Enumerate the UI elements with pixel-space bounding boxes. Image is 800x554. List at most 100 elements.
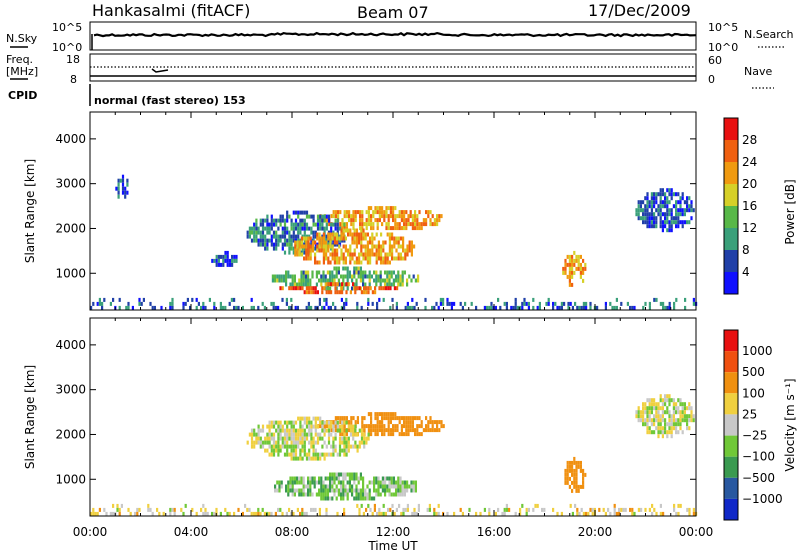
data-cell — [365, 286, 368, 291]
data-cell — [264, 440, 267, 445]
power-y-label: Slant Range [km] — [23, 159, 37, 263]
data-cell — [644, 216, 647, 221]
data-cell — [429, 210, 432, 215]
data-cell — [344, 472, 347, 477]
data-cell — [333, 236, 336, 241]
data-cell — [378, 424, 381, 429]
data-cell — [300, 270, 303, 275]
data-cell — [314, 230, 317, 235]
data-cell — [322, 232, 325, 237]
data-cell — [538, 305, 541, 310]
data-cell — [351, 488, 354, 493]
data-cell — [290, 226, 293, 231]
data-cell — [327, 290, 330, 295]
data-cell — [651, 503, 654, 508]
data-cell — [679, 422, 682, 427]
data-cell — [337, 278, 340, 283]
data-cell — [304, 278, 307, 283]
data-cell — [343, 432, 346, 437]
data-cell — [661, 220, 664, 225]
colorbar-segment — [724, 250, 738, 272]
data-cell — [358, 286, 361, 291]
data-cell — [343, 511, 346, 516]
data-cell — [355, 476, 358, 481]
data-cell — [319, 424, 322, 429]
data-cell — [429, 416, 432, 421]
data-cell — [294, 428, 298, 433]
data-cell — [358, 507, 361, 512]
data-cell — [368, 270, 371, 275]
data-cell — [664, 192, 667, 197]
colorbar-tick-label: 25 — [742, 407, 757, 421]
data-cell — [666, 220, 669, 225]
data-cell — [442, 297, 445, 302]
data-cell — [337, 270, 340, 275]
data-cell — [324, 476, 327, 481]
data-cell — [363, 416, 366, 421]
data-cell — [383, 218, 386, 223]
data-cell — [228, 258, 231, 263]
data-cell — [171, 301, 174, 306]
data-cell — [399, 492, 402, 497]
data-cell — [659, 196, 662, 201]
data-cell — [292, 250, 295, 255]
data-cell — [369, 236, 372, 241]
data-cell — [121, 186, 125, 191]
data-cell — [677, 192, 680, 197]
data-cell — [173, 511, 176, 516]
data-cell — [285, 484, 288, 489]
data-cell — [377, 492, 380, 497]
data-cell — [681, 406, 684, 411]
data-cell — [409, 424, 412, 429]
data-cell — [325, 507, 328, 512]
data-cell — [439, 301, 442, 306]
data-cell — [370, 214, 373, 219]
data-cell — [357, 274, 360, 279]
data-cell — [226, 250, 229, 255]
data-cell — [646, 192, 649, 197]
data-cell — [403, 226, 406, 231]
data-cell — [277, 242, 280, 247]
data-cell — [353, 236, 356, 241]
data-cell — [385, 286, 388, 291]
data-cell — [364, 282, 367, 287]
data-cell — [248, 230, 251, 235]
data-cell — [312, 440, 315, 445]
data-cell — [604, 511, 607, 516]
data-cell — [386, 256, 389, 261]
data-cell — [266, 242, 269, 247]
data-cell — [579, 270, 582, 275]
data-cell — [668, 410, 671, 415]
data-cell — [657, 418, 660, 423]
data-cell — [340, 488, 343, 493]
nsky-trace — [93, 31, 697, 38]
data-cell — [241, 511, 244, 516]
data-cell — [319, 218, 322, 223]
data-cell — [389, 214, 392, 219]
data-cell — [375, 252, 378, 257]
data-cell — [320, 496, 323, 501]
colorbar-tick-label: −100 — [742, 450, 775, 464]
data-cell — [290, 448, 293, 453]
data-cell — [319, 416, 322, 421]
data-cell — [338, 236, 341, 241]
data-cell — [296, 240, 299, 245]
data-cell — [252, 511, 255, 516]
data-cell — [677, 422, 680, 427]
data-cell — [322, 252, 325, 257]
data-cell — [389, 206, 392, 211]
data-cell — [521, 305, 524, 310]
data-cell — [321, 218, 324, 223]
data-cell — [303, 222, 306, 227]
data-cell — [314, 448, 317, 453]
data-cell — [171, 297, 174, 302]
data-cell — [382, 244, 385, 249]
data-cell — [670, 192, 673, 197]
data-cell — [307, 252, 310, 257]
data-cell — [354, 432, 357, 437]
y-tick-label: 4000 — [55, 338, 86, 352]
data-cell — [323, 424, 326, 429]
data-cell — [362, 282, 365, 287]
data-cell — [343, 222, 346, 227]
data-cell — [397, 256, 400, 261]
